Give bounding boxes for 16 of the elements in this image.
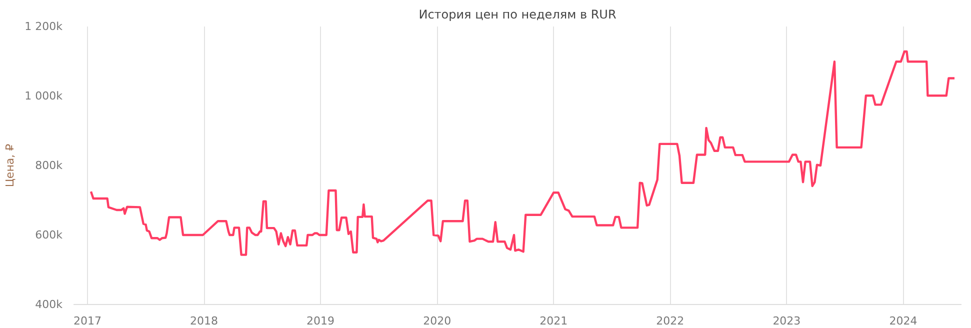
y-tick-label: 1 200k: [24, 20, 64, 33]
x-tick-label: 2024: [889, 314, 918, 328]
x-tick-label: 2021: [540, 314, 568, 328]
x-tick-label: 2020: [423, 314, 452, 328]
y-tick-label: 600k: [35, 228, 64, 242]
line-series: [90, 50, 956, 256]
y-axis-title: Цена, ₽: [4, 144, 17, 188]
y-tick-label: 800k: [35, 159, 64, 172]
x-tick-label: 2022: [656, 314, 684, 328]
x-tick-label: 2023: [772, 314, 801, 328]
chart-title: История цен по неделям в RUR: [418, 8, 616, 22]
x-tick-label: 2019: [306, 314, 335, 328]
y-tick-label: 1 000k: [24, 90, 64, 102]
x-tick-label: 2017: [73, 314, 102, 328]
y-tick-label: 400k: [35, 298, 64, 311]
x-tick-label: 2018: [190, 314, 218, 328]
